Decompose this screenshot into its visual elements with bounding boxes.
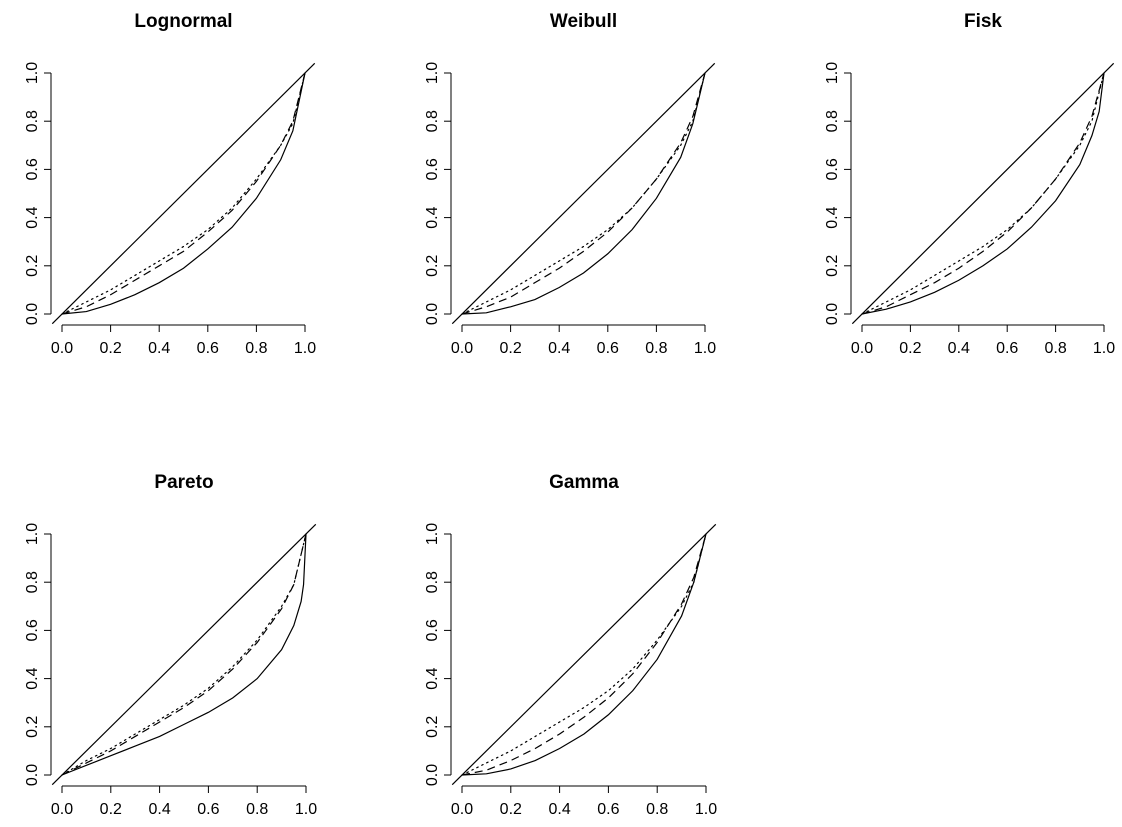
x-tick-label: 0.2 [499, 340, 521, 357]
panel-title: Lognormal [134, 11, 232, 32]
series-solid-curve-0 [451, 523, 717, 786]
y-tick-label: 0.4 [824, 206, 841, 228]
series-dotted-curve-2 [861, 72, 1105, 315]
x-tick-label: 0.0 [451, 801, 473, 818]
y-tick-label: 0.4 [24, 667, 41, 689]
y-tick-label: 0.4 [424, 206, 441, 228]
y-tick-label: 0.2 [424, 716, 441, 738]
y-tick-label: 0.2 [424, 255, 441, 277]
y-tick-label: 0.0 [824, 303, 841, 325]
series-dashed-curve-1 [861, 72, 1105, 315]
y-tick-label: 0.0 [24, 764, 41, 786]
y-tick-label: 0.6 [424, 619, 441, 641]
series-solid-curve-0 [451, 62, 716, 325]
y-tick-label: 1.0 [424, 62, 441, 84]
panel-title: Weibull [550, 11, 617, 32]
y-tick-label: 0.8 [824, 110, 841, 132]
series-solid-curve-0 [51, 62, 316, 325]
y-tick-label: 0.2 [824, 255, 841, 277]
y-tick-label: 0.0 [424, 764, 441, 786]
y-tick-label: 1.0 [24, 62, 41, 84]
x-tick-label: 0.6 [597, 340, 619, 357]
panel-pareto: Pareto 0.0 0.2 0.4 0.6 0.8 1.0 0.0 0.2 0.4 0.6 0.8 1… [24, 472, 317, 818]
x-tick-label: 0.2 [899, 340, 921, 357]
panel-title: Gamma [549, 472, 619, 493]
series-solid-curve-1 [61, 533, 307, 776]
x-tick-label: 0.4 [148, 801, 170, 818]
x-tick-label: 0.2 [100, 801, 122, 818]
y-tick-label: 0.2 [24, 716, 41, 738]
series-solid-curve-1 [61, 72, 306, 315]
panel-lognormal: Lognormal 0.0 0.2 0.4 0.6 0.8 1.0 0.0 0.2 0.4 0.6 0… [24, 11, 316, 357]
x-tick-label: 0.6 [197, 340, 219, 357]
x-tick-label: 0.2 [500, 801, 522, 818]
y-tick-label: 0.6 [824, 158, 841, 180]
panel-gamma: Gamma 0.0 0.2 0.4 0.6 0.8 1.0 0.0 0.2 0.4 0.6 0.8 1.… [424, 472, 717, 818]
x-tick-label: 0.8 [245, 340, 267, 357]
series-solid-curve-1 [461, 72, 706, 315]
series-dashed-curve-2 [461, 533, 707, 776]
y-tick-label: 0.8 [24, 571, 41, 593]
y-tick-label: 0.8 [424, 110, 441, 132]
series-dashed-curve-2 [461, 72, 706, 315]
y-tick-label: 0.8 [424, 571, 441, 593]
x-tick-label: 0.8 [645, 340, 667, 357]
series-solid-curve-0 [51, 523, 317, 786]
y-tick-label: 0.8 [24, 110, 41, 132]
x-tick-label: 0.8 [246, 801, 268, 818]
series-dotted-curve-3 [461, 533, 707, 776]
panel-title: Fisk [964, 11, 1002, 32]
series-dashed-curve-2 [61, 72, 306, 315]
y-tick-label: 1.0 [824, 62, 841, 84]
x-tick-label: 0.4 [548, 801, 570, 818]
series-solid-curve-0 [861, 72, 1105, 315]
y-tick-label: 0.2 [24, 255, 41, 277]
panel-weibull: Weibull 0.0 0.2 0.4 0.6 0.8 1.0 0.0 0.2 0.4 0.6 0.8… [424, 11, 716, 357]
y-tick-label: 0.4 [24, 206, 41, 228]
x-tick-label: 0.8 [1044, 340, 1066, 357]
x-tick-label: 1.0 [294, 340, 316, 357]
x-tick-label: 0.4 [948, 340, 970, 357]
panel-title: Pareto [154, 472, 213, 493]
x-tick-label: 0.8 [646, 801, 668, 818]
y-tick-label: 0.6 [424, 158, 441, 180]
x-tick-label: 0.6 [197, 801, 219, 818]
x-tick-label: 0.6 [597, 801, 619, 818]
series-dotted-curve-3 [461, 72, 706, 315]
x-tick-label: 0.0 [451, 340, 473, 357]
y-tick-label: 1.0 [24, 523, 41, 545]
series-solid-curve-1 [461, 533, 707, 776]
y-tick-label: 1.0 [424, 523, 441, 545]
series-dotted-curve-3 [61, 72, 306, 315]
x-tick-label: 0.4 [548, 340, 570, 357]
y-tick-label: 0.0 [424, 303, 441, 325]
x-tick-label: 0.4 [148, 340, 170, 357]
x-tick-label: 0.0 [851, 340, 873, 357]
y-tick-label: 0.6 [24, 158, 41, 180]
y-tick-label: 0.0 [24, 303, 41, 325]
x-tick-label: 0.2 [99, 340, 121, 357]
x-tick-label: 0.0 [51, 801, 73, 818]
x-tick-label: 0.0 [51, 340, 73, 357]
series-dotted-curve-3 [61, 533, 307, 776]
x-tick-label: 1.0 [694, 340, 716, 357]
x-tick-label: 1.0 [295, 801, 317, 818]
series-solid-curve-3 [851, 62, 1115, 325]
y-tick-label: 0.6 [24, 619, 41, 641]
x-tick-label: 1.0 [695, 801, 717, 818]
x-tick-label: 1.0 [1093, 340, 1115, 357]
x-tick-label: 0.6 [996, 340, 1018, 357]
y-tick-label: 0.4 [424, 667, 441, 689]
panel-fisk: Fisk 0.0 0.2 0.4 0.6 0.8 1.0 0.0 0.2 0.4 0.6 0.8 1.0 [824, 11, 1115, 357]
